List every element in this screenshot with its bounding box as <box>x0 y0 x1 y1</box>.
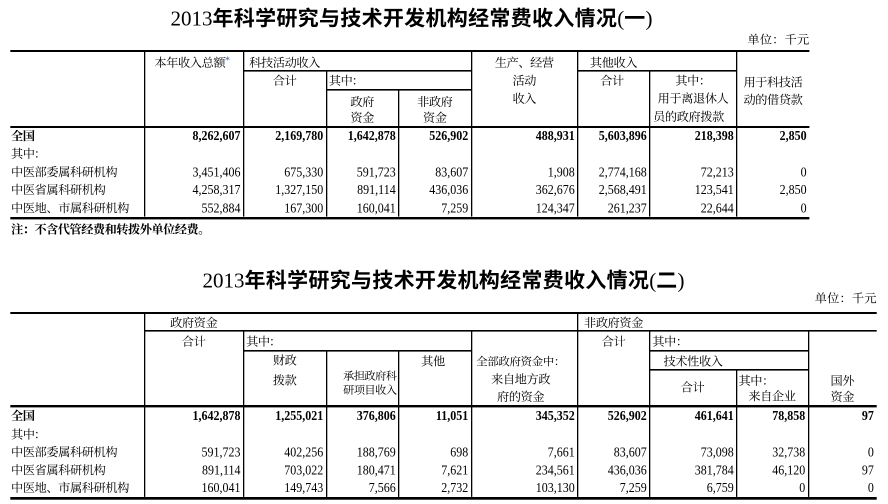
svg-text:11,051: 11,051 <box>436 408 468 423</box>
svg-text:188,769: 188,769 <box>357 445 396 460</box>
svg-text:124,347: 124,347 <box>536 201 575 216</box>
svg-text:(: ( <box>649 269 656 293</box>
svg-text:8,262,607: 8,262,607 <box>193 129 241 144</box>
svg-text:7,259: 7,259 <box>620 480 647 495</box>
svg-text:1,327,150: 1,327,150 <box>275 182 323 197</box>
svg-text:703,022: 703,022 <box>284 463 323 478</box>
svg-text:4,258,317: 4,258,317 <box>193 182 241 197</box>
svg-text:552,884: 552,884 <box>202 201 242 216</box>
svg-text:160,041: 160,041 <box>357 201 396 216</box>
svg-text:402,256: 402,256 <box>284 445 323 460</box>
svg-text:72,213: 72,213 <box>701 165 734 180</box>
svg-text:83,607: 83,607 <box>435 165 468 180</box>
svg-text:167,300: 167,300 <box>284 201 323 216</box>
svg-text:436,036: 436,036 <box>608 463 647 478</box>
svg-text:591,723: 591,723 <box>357 165 396 180</box>
svg-text:97: 97 <box>862 408 874 423</box>
svg-text:376,806: 376,806 <box>357 408 396 423</box>
svg-text:234,561: 234,561 <box>536 463 575 478</box>
svg-text:381,784: 381,784 <box>695 463 735 478</box>
svg-text:): ) <box>646 7 653 31</box>
svg-text:2,850: 2,850 <box>780 182 807 197</box>
svg-text:675,330: 675,330 <box>284 165 323 180</box>
svg-text:461,641: 461,641 <box>695 408 734 423</box>
svg-text:488,931: 488,931 <box>536 129 575 144</box>
svg-text:*: * <box>225 56 230 67</box>
svg-text:180,471: 180,471 <box>357 463 396 478</box>
svg-text:7,621: 7,621 <box>441 463 468 478</box>
svg-text:): ) <box>678 269 685 293</box>
svg-text:2,732: 2,732 <box>441 480 468 495</box>
svg-text:7,566: 7,566 <box>369 480 396 495</box>
svg-text:698: 698 <box>450 445 468 460</box>
svg-text:0: 0 <box>868 445 874 460</box>
svg-text:891,114: 891,114 <box>202 463 241 478</box>
svg-text:73,098: 73,098 <box>701 445 734 460</box>
svg-text:891,114: 891,114 <box>357 182 396 197</box>
svg-text:3,451,406: 3,451,406 <box>193 165 241 180</box>
svg-text:2,169,780: 2,169,780 <box>275 129 323 144</box>
svg-text:0: 0 <box>799 480 805 495</box>
svg-text:591,723: 591,723 <box>202 445 241 460</box>
svg-text:2,568,491: 2,568,491 <box>599 182 647 197</box>
svg-text:362,676: 362,676 <box>536 182 575 197</box>
svg-text:149,743: 149,743 <box>284 480 323 495</box>
svg-text:218,398: 218,398 <box>695 129 734 144</box>
svg-text:103,130: 103,130 <box>536 480 575 495</box>
svg-text:7,259: 7,259 <box>441 201 468 216</box>
svg-text:7,661: 7,661 <box>548 445 575 460</box>
svg-text:2013: 2013 <box>203 269 245 293</box>
svg-text:123,541: 123,541 <box>695 182 734 197</box>
svg-text:1,642,878: 1,642,878 <box>193 408 241 423</box>
svg-text:261,237: 261,237 <box>608 201 647 216</box>
svg-text:526,902: 526,902 <box>429 129 468 144</box>
svg-text:1,255,021: 1,255,021 <box>275 408 323 423</box>
svg-text:2,850: 2,850 <box>780 129 807 144</box>
svg-text:5,603,896: 5,603,896 <box>599 129 647 144</box>
svg-text:345,352: 345,352 <box>536 408 575 423</box>
svg-text:436,036: 436,036 <box>429 182 468 197</box>
svg-text:32,738: 32,738 <box>772 445 805 460</box>
svg-text:0: 0 <box>868 480 874 495</box>
svg-text:0: 0 <box>801 201 807 216</box>
svg-text:6,759: 6,759 <box>707 480 734 495</box>
svg-text:526,902: 526,902 <box>608 408 647 423</box>
svg-text:2013: 2013 <box>171 7 213 31</box>
svg-text:1,908: 1,908 <box>548 165 575 180</box>
svg-text:(: ( <box>617 7 624 31</box>
svg-text:1,642,878: 1,642,878 <box>348 129 396 144</box>
svg-text:0: 0 <box>801 165 807 180</box>
svg-text:97: 97 <box>862 463 874 478</box>
svg-text:46,120: 46,120 <box>772 463 805 478</box>
svg-text:78,858: 78,858 <box>772 408 805 423</box>
svg-text:83,607: 83,607 <box>614 445 647 460</box>
svg-text:22,644: 22,644 <box>701 201 735 216</box>
svg-text:2,774,168: 2,774,168 <box>599 165 647 180</box>
svg-text:160,041: 160,041 <box>202 480 241 495</box>
